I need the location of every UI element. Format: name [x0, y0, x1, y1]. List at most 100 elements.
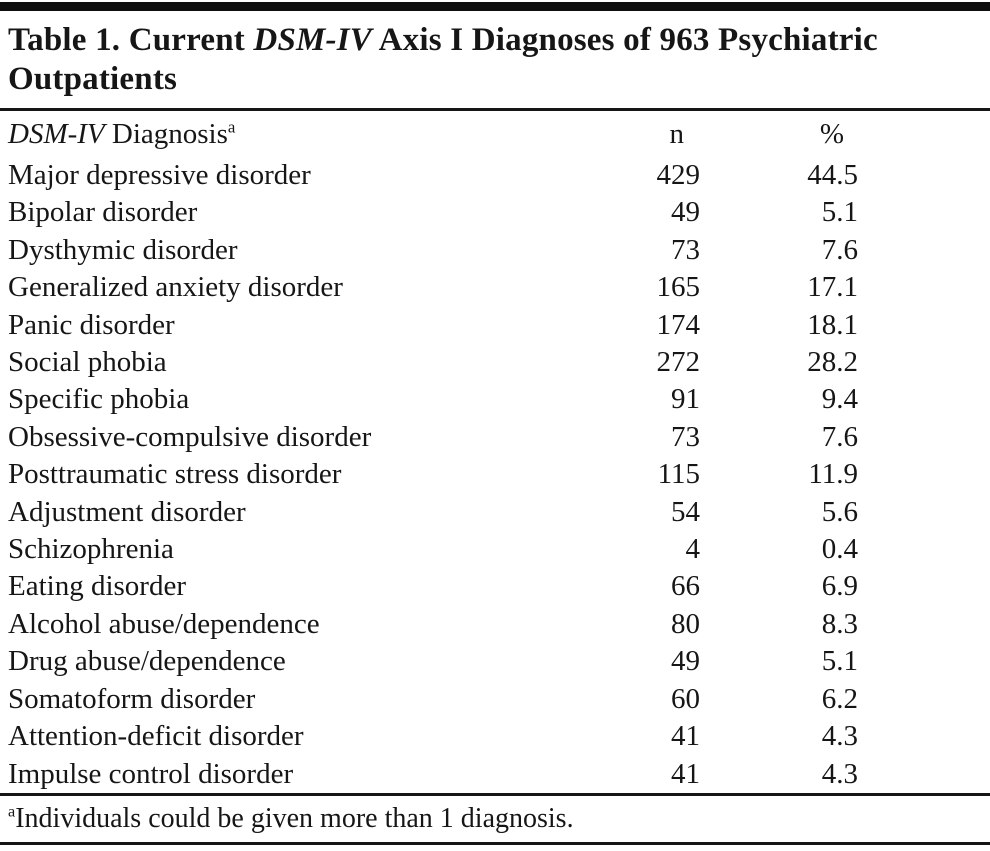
table-header: DSM-IV Diagnosisa n % — [0, 111, 990, 157]
rule-above-footnote — [0, 792, 990, 796]
percent-cell: 7.6 — [821, 420, 858, 453]
n-cell: 73 — [671, 233, 700, 266]
n-cell: 49 — [671, 645, 700, 678]
table-row: Panic disorder 174 18.1 — [0, 307, 990, 344]
diagnosis-cell: Posttraumatic stress disorder — [8, 458, 342, 491]
table-row: Schizophrenia 4 0.4 — [0, 531, 990, 568]
table-title: Table 1. Current DSM-IV Axis I Diagnoses… — [0, 11, 990, 108]
n-cell: 49 — [671, 196, 700, 229]
rule-above-header — [0, 108, 990, 111]
table-row: Eating disorder 66 6.9 — [0, 568, 990, 605]
table-footnote: aIndividuals could be given more than 1 … — [0, 796, 990, 842]
table-row: Generalized anxiety disorder 165 17.1 — [0, 269, 990, 306]
percent-cell: 8.3 — [821, 607, 858, 640]
row-filler — [858, 643, 990, 680]
header-diagnosis-italic: DSM-IV — [8, 117, 105, 150]
row-filler — [858, 531, 990, 568]
diagnosis-cell: Bipolar disorder — [8, 196, 198, 229]
table-row: Attention-deficit disorder 41 4.3 — [0, 718, 990, 755]
table-row: Drug abuse/dependence 49 5.1 — [0, 643, 990, 680]
row-filler — [858, 381, 990, 418]
table-row: Posttraumatic stress disorder 115 11.9 — [0, 456, 990, 493]
table-row: Alcohol abuse/dependence 80 8.3 — [0, 606, 990, 643]
table-row: Somatoform disorder 60 6.2 — [0, 681, 990, 718]
diagnosis-cell: Schizophrenia — [8, 533, 174, 566]
n-cell: 41 — [671, 757, 700, 790]
n-cell: 115 — [657, 458, 700, 491]
n-cell: 165 — [656, 271, 701, 304]
row-filler — [858, 419, 990, 456]
row-filler — [858, 568, 990, 605]
diagnosis-cell: Somatoform disorder — [8, 682, 256, 715]
bottom-rule — [0, 841, 990, 845]
diagnosis-cell: Social phobia — [8, 346, 167, 379]
percent-cell: 17.1 — [807, 271, 858, 304]
percent-cell: 0.4 — [821, 533, 858, 566]
diagnosis-cell: Generalized anxiety disorder — [8, 271, 343, 304]
table-row: Bipolar disorder 49 5.1 — [0, 194, 990, 231]
n-cell: 4 — [685, 533, 701, 566]
table-body: Major depressive disorder 429 44.5 Bipol… — [0, 157, 990, 793]
row-filler — [858, 194, 990, 231]
diagnosis-cell: Impulse control disorder — [8, 757, 294, 790]
diagnosis-cell: Specific phobia — [8, 383, 190, 416]
row-filler — [858, 307, 990, 344]
table-row: Dysthymic disorder 73 7.6 — [0, 232, 990, 269]
diagnosis-cell: Drug abuse/dependence — [8, 645, 286, 678]
table-row: Social phobia 272 28.2 — [0, 344, 990, 381]
row-filler — [858, 606, 990, 643]
n-cell: 66 — [671, 570, 700, 603]
percent-cell: 4.3 — [821, 720, 858, 753]
percent-cell: 28.2 — [807, 346, 858, 379]
row-filler — [858, 157, 990, 194]
diagnosis-cell: Alcohol abuse/dependence — [8, 607, 320, 640]
diagnosis-cell: Dysthymic disorder — [8, 233, 238, 266]
percent-cell: 5.1 — [821, 645, 858, 678]
header-n: n — [669, 117, 685, 150]
table-title-prefix: Table 1. Current — [8, 22, 254, 58]
header-diagnosis-superscript: a — [227, 116, 236, 136]
n-cell: 429 — [656, 159, 701, 191]
footnote-text: Individuals could be given more than 1 d… — [15, 802, 574, 834]
header-percent: % — [819, 117, 844, 150]
percent-cell: 6.2 — [821, 682, 858, 715]
row-filler — [858, 456, 990, 493]
header-diagnosis-rest: Diagnosis — [104, 117, 228, 150]
table-row: Adjustment disorder 54 5.6 — [0, 494, 990, 531]
row-filler — [858, 756, 990, 793]
table-row: Specific phobia 91 9.4 — [0, 381, 990, 418]
row-filler — [858, 344, 990, 381]
n-cell: 174 — [656, 308, 701, 341]
percent-cell: 11.9 — [808, 458, 858, 491]
top-rule-bar — [0, 2, 990, 11]
n-cell: 60 — [671, 682, 700, 715]
percent-cell: 5.1 — [821, 196, 858, 229]
diagnoses-table: DSM-IV Diagnosisa n % Major depressive d… — [0, 111, 990, 793]
row-filler — [858, 718, 990, 755]
n-cell: 272 — [656, 346, 701, 379]
header-filler — [858, 111, 990, 157]
table-row: Major depressive disorder 429 44.5 — [0, 157, 990, 194]
diagnosis-cell: Panic disorder — [8, 308, 175, 341]
table-title-suffix: Axis I Diagnoses of 963 Psychiatric Outp… — [8, 22, 878, 97]
n-cell: 91 — [671, 383, 700, 416]
percent-cell: 4.3 — [821, 757, 858, 790]
table-row: Impulse control disorder 41 4.3 — [0, 756, 990, 793]
footnote-superscript: a — [8, 802, 16, 821]
diagnosis-cell: Adjustment disorder — [8, 495, 246, 528]
percent-cell: 7.6 — [821, 233, 858, 266]
n-cell: 41 — [671, 720, 700, 753]
n-cell: 54 — [671, 495, 700, 528]
n-cell: 73 — [671, 420, 700, 453]
diagnosis-cell: Major depressive disorder — [8, 159, 311, 191]
row-filler — [858, 494, 990, 531]
diagnosis-cell: Obsessive-compulsive disorder — [8, 420, 372, 453]
percent-cell: 5.6 — [821, 495, 858, 528]
table-row: Obsessive-compulsive disorder 73 7.6 — [0, 419, 990, 456]
table-title-italic: DSM-IV — [253, 22, 372, 58]
row-filler — [858, 681, 990, 718]
header-row: DSM-IV Diagnosisa n % — [0, 111, 990, 157]
percent-cell: 9.4 — [821, 383, 858, 416]
diagnosis-cell: Attention-deficit disorder — [8, 720, 304, 753]
percent-cell: 6.9 — [821, 570, 858, 603]
